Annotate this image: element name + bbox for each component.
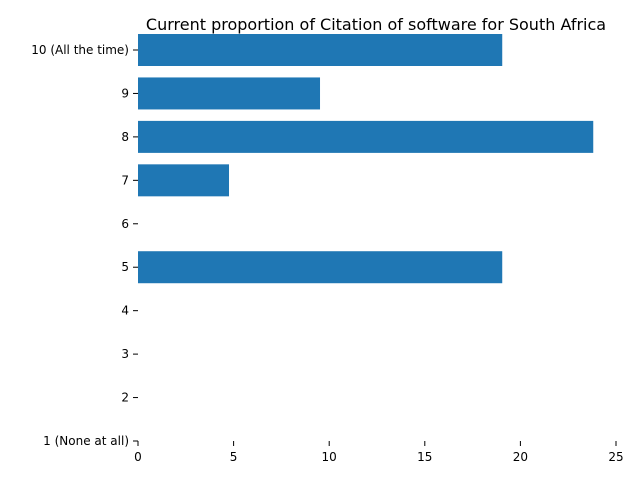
x-tick-label: 5 bbox=[230, 450, 238, 464]
y-tick-label: 7 bbox=[121, 173, 129, 187]
x-axis: 0 5 10 15 20 25 bbox=[134, 441, 624, 464]
y-axis: 1 (None at all) 2 3 4 5 6 7 8 9 10 (All the time) bbox=[31, 43, 138, 448]
x-tick-label: 0 bbox=[134, 450, 142, 464]
bar-7 bbox=[138, 164, 230, 197]
y-tick-label: 5 bbox=[121, 260, 129, 274]
x-tick-label: 15 bbox=[417, 450, 432, 464]
x-tick-label: 20 bbox=[513, 450, 528, 464]
bars-group bbox=[138, 34, 594, 284]
y-tick-label: 6 bbox=[121, 217, 129, 231]
y-tick-label: 4 bbox=[121, 304, 129, 318]
x-tick-label: 25 bbox=[608, 450, 623, 464]
chart-title: Current proportion of Citation of softwa… bbox=[146, 15, 606, 34]
bar-8 bbox=[138, 120, 594, 153]
bar-10 bbox=[138, 34, 503, 66]
y-tick-label: 8 bbox=[121, 130, 129, 144]
y-tick-label: 2 bbox=[121, 391, 129, 405]
y-tick-label: 1 (None at all) bbox=[43, 434, 129, 448]
y-tick-label: 9 bbox=[121, 86, 129, 100]
bar-5 bbox=[138, 251, 503, 284]
x-tick-label: 10 bbox=[322, 450, 337, 464]
y-tick-label: 3 bbox=[121, 347, 129, 361]
y-tick-label: 10 (All the time) bbox=[31, 43, 129, 57]
bar-9 bbox=[138, 77, 321, 110]
